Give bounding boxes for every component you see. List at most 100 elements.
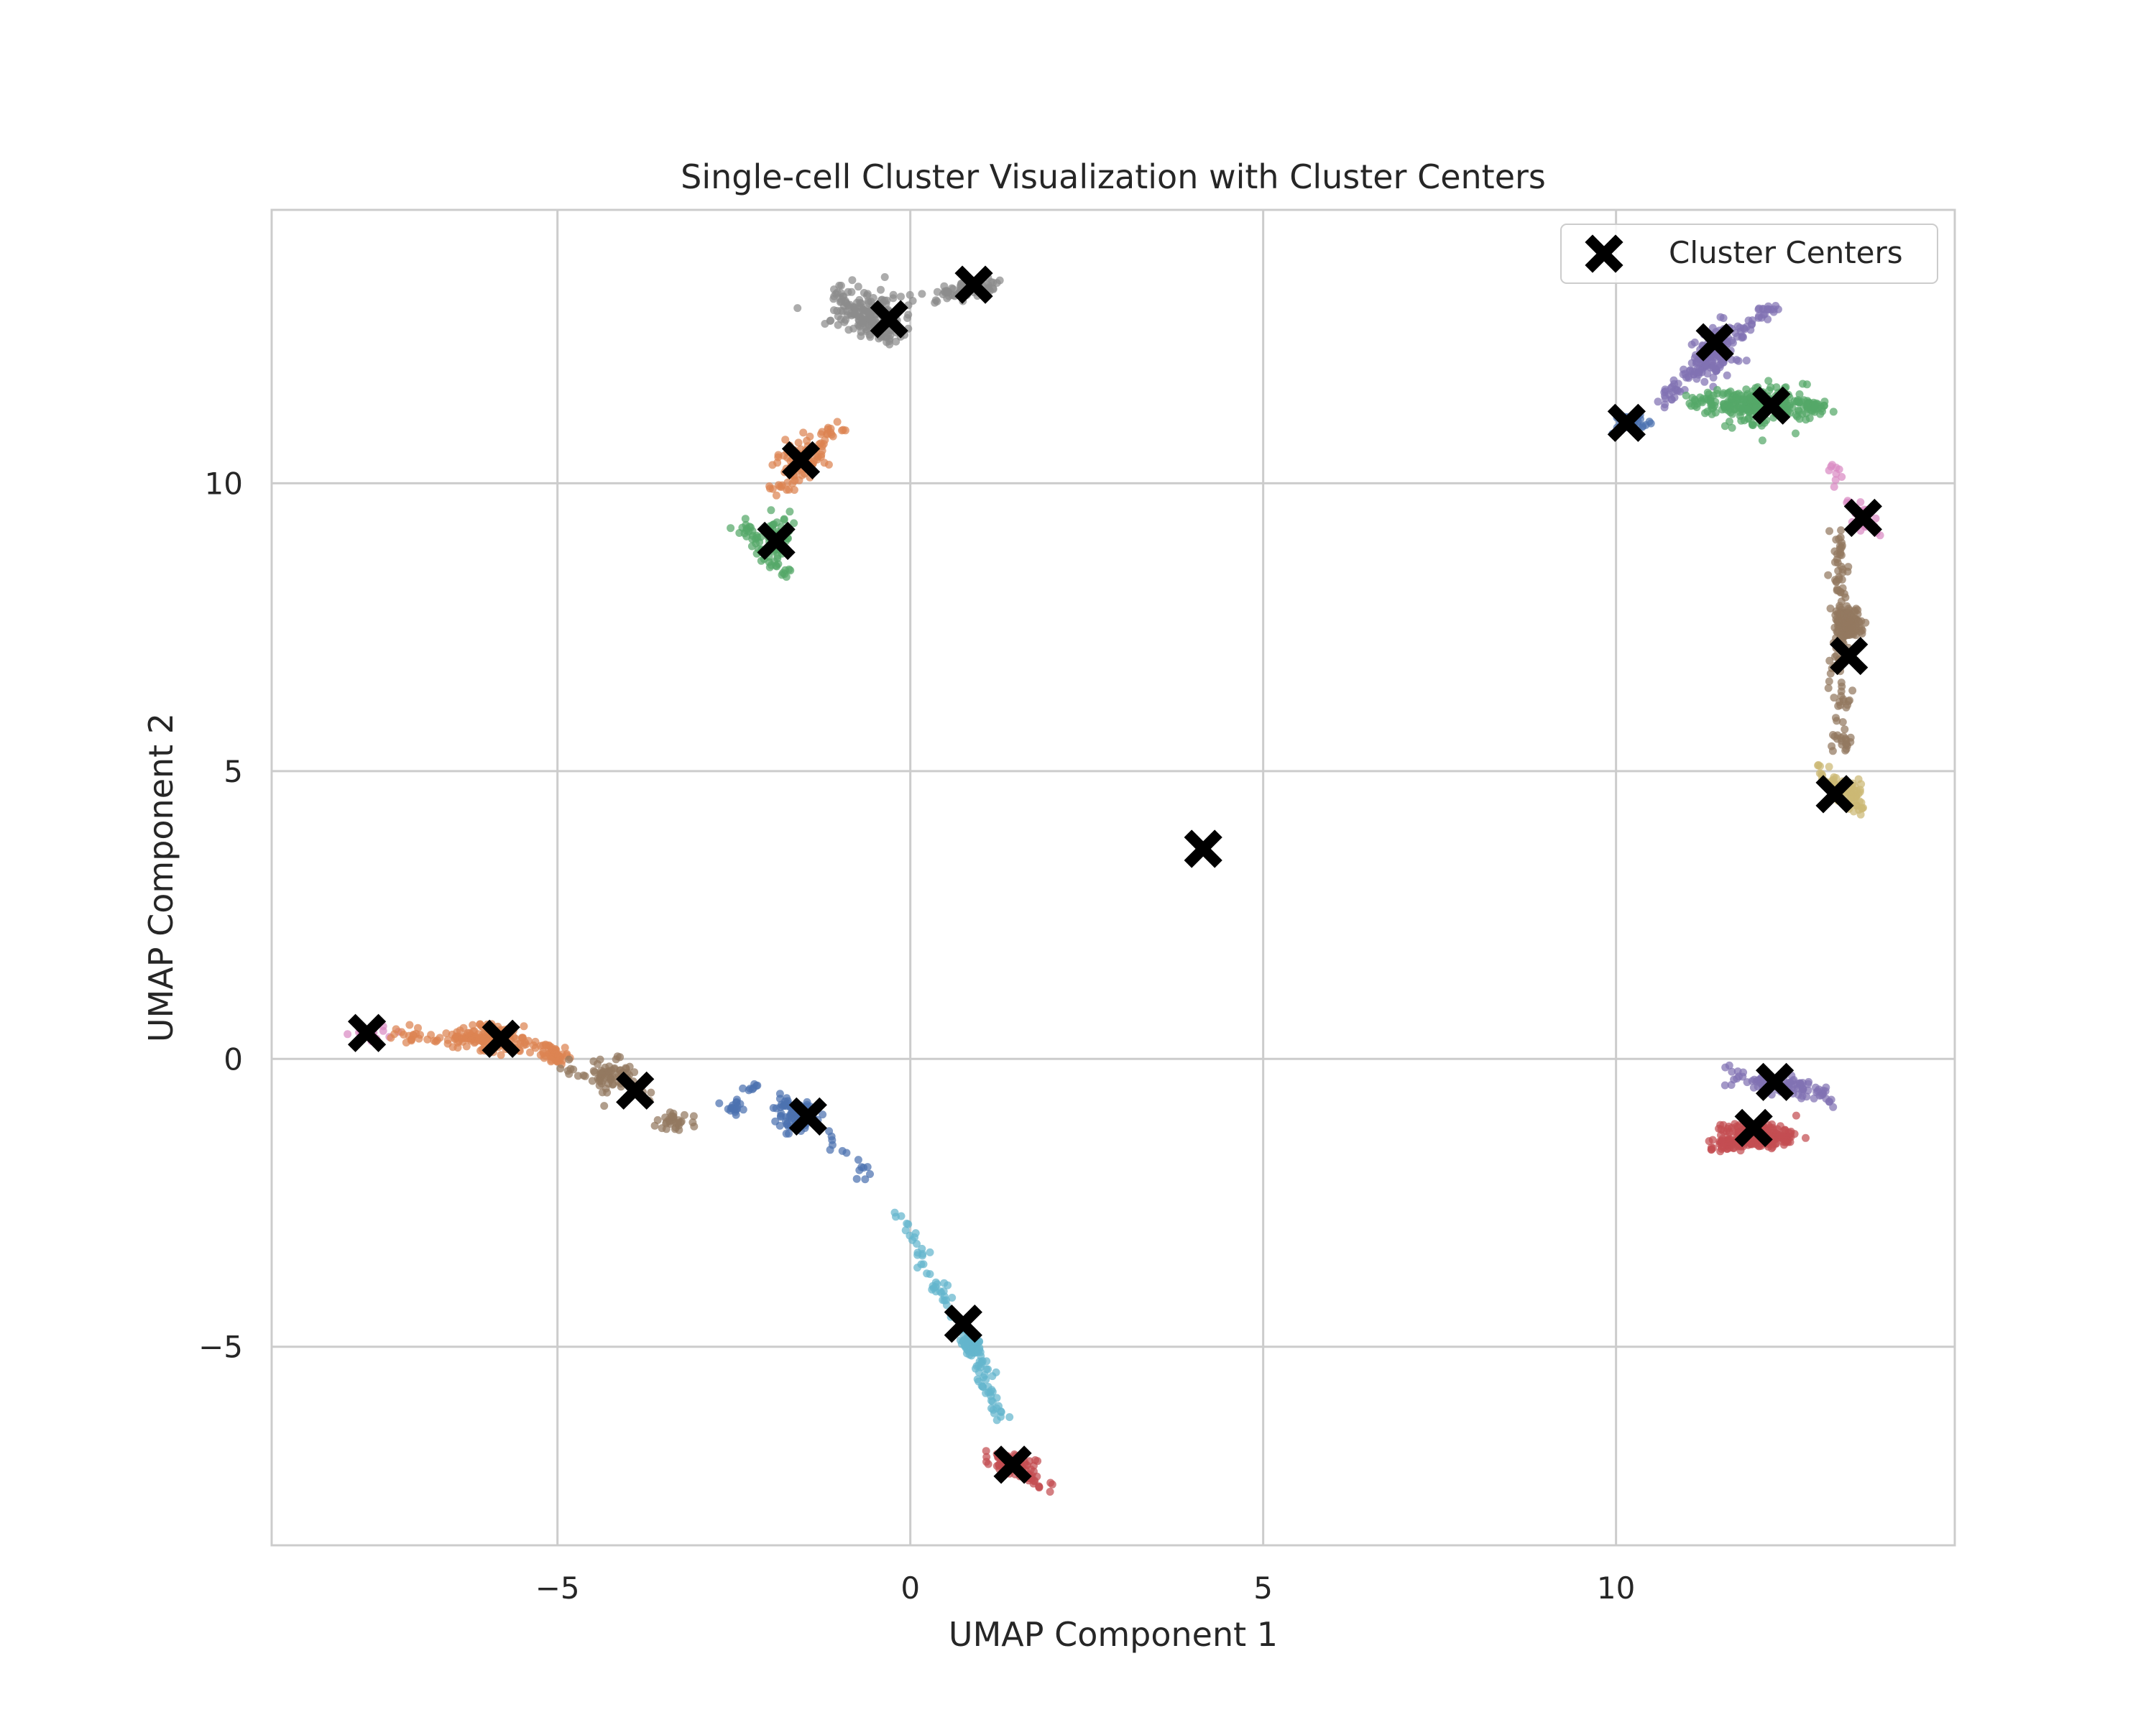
cell-point xyxy=(1835,610,1844,618)
cell-point xyxy=(1838,565,1847,574)
cell-point xyxy=(1724,401,1732,410)
plot-frame xyxy=(270,208,1956,1547)
cell-point xyxy=(767,506,775,515)
cell-point xyxy=(1669,376,1678,385)
cell-point xyxy=(1724,388,1733,397)
cell-point xyxy=(689,1112,698,1121)
cell-point xyxy=(1710,401,1719,410)
cell-point xyxy=(1728,1067,1736,1076)
cell-point xyxy=(786,507,794,516)
cell-point xyxy=(1738,404,1746,413)
cluster-center-marker xyxy=(993,1445,1032,1484)
cell-point xyxy=(819,1110,827,1119)
cell-point xyxy=(1738,334,1746,342)
cell-point xyxy=(520,1022,528,1031)
cell-point xyxy=(918,1244,926,1253)
cell-point xyxy=(747,542,756,551)
cell-point xyxy=(1695,364,1704,373)
cell-cluster-9 xyxy=(1720,1061,1838,1111)
cell-point xyxy=(661,1113,670,1122)
cell-point xyxy=(715,1099,724,1108)
cell-point xyxy=(565,1055,573,1064)
cell-point xyxy=(987,1397,995,1405)
x-tick-label: −5 xyxy=(535,1570,580,1606)
cell-point xyxy=(465,1029,474,1037)
cell-point xyxy=(880,273,889,281)
y-tick-label: −5 xyxy=(198,1330,243,1365)
cell-point xyxy=(942,1301,951,1310)
cell-point xyxy=(1727,395,1736,403)
cell-point xyxy=(1844,614,1853,622)
cell-point xyxy=(1848,686,1857,695)
cell-point xyxy=(745,1086,753,1095)
cell-point xyxy=(442,1029,451,1038)
cell-point xyxy=(607,1066,616,1075)
cell-point xyxy=(1718,1145,1726,1153)
cell-point xyxy=(1825,1098,1833,1106)
cell-point xyxy=(749,532,757,540)
cell-point xyxy=(1031,1456,1039,1464)
cluster-center-marker xyxy=(1843,498,1882,538)
cell-point xyxy=(1737,416,1746,425)
cell-point xyxy=(1785,1078,1794,1087)
cell-point xyxy=(1824,684,1833,692)
cell-point xyxy=(1830,547,1839,556)
cell-point xyxy=(798,471,806,479)
cell-point xyxy=(430,1036,438,1045)
cell-point xyxy=(982,1447,990,1455)
cell-point xyxy=(1829,408,1838,416)
cell-point xyxy=(539,1047,548,1056)
cell-point xyxy=(1825,656,1834,665)
cell-point xyxy=(765,558,773,566)
cluster-center-marker xyxy=(1184,829,1222,868)
cell-point xyxy=(987,277,995,286)
cell-point xyxy=(1758,436,1766,445)
cell-point xyxy=(556,1064,565,1073)
cell-point xyxy=(897,293,905,301)
cell-point xyxy=(1725,1137,1733,1146)
cell-point xyxy=(854,282,862,291)
cluster-center-marker xyxy=(616,1071,655,1110)
cluster-center-marker xyxy=(347,1013,387,1052)
cell-point xyxy=(803,1098,811,1106)
cell-point xyxy=(1803,400,1812,408)
cell-point xyxy=(834,321,842,329)
cell-point xyxy=(1707,1144,1715,1152)
cell-point xyxy=(597,1069,606,1077)
cell-point xyxy=(1833,717,1841,725)
cluster-center-marker xyxy=(1695,323,1734,362)
cell-point xyxy=(852,1174,861,1183)
chart-title: Single-cell Cluster Visualization with C… xyxy=(681,157,1546,196)
cell-point xyxy=(1847,623,1856,632)
cell-point xyxy=(451,1035,459,1044)
cell-point xyxy=(783,1121,791,1128)
cell-point xyxy=(844,303,853,311)
cell-point xyxy=(776,1103,785,1111)
cell-point xyxy=(793,304,802,313)
cell-cluster-15 xyxy=(890,1208,1014,1425)
cell-point xyxy=(579,1071,588,1080)
cell-point xyxy=(1026,1465,1035,1473)
cell-cluster-13 xyxy=(556,1052,699,1134)
cell-point xyxy=(1831,476,1840,484)
cell-point xyxy=(531,1037,540,1046)
cell-point xyxy=(1837,543,1846,552)
cell-point xyxy=(1814,760,1823,769)
cell-point xyxy=(852,298,861,307)
cell-point xyxy=(405,1021,414,1029)
cell-point xyxy=(1708,1136,1717,1144)
cell-point xyxy=(825,1127,834,1136)
cell-point xyxy=(848,276,857,285)
cell-point xyxy=(1766,305,1775,314)
cell-point xyxy=(992,1404,1001,1412)
legend-entry-cluster-centers: Cluster Centers xyxy=(1669,235,1903,270)
cell-point xyxy=(1692,403,1701,411)
cell-point xyxy=(1798,380,1807,388)
cell-point xyxy=(1856,498,1865,507)
cell-point xyxy=(1645,418,1654,426)
cell-point xyxy=(1709,364,1718,372)
cell-point xyxy=(823,429,831,438)
cell-point xyxy=(1840,589,1848,598)
cell-point xyxy=(883,296,891,305)
cell-point xyxy=(1739,395,1748,404)
